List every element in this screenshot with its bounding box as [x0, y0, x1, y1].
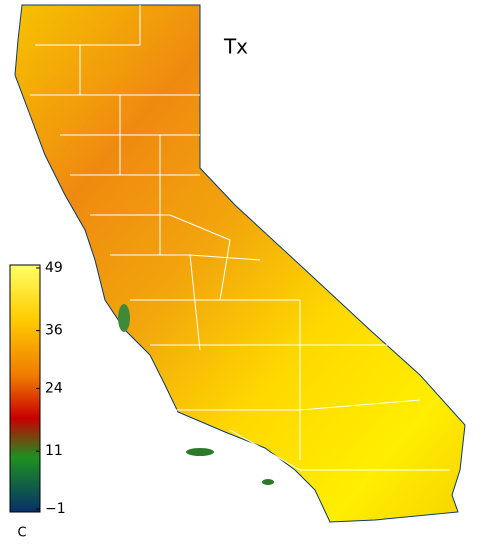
county-lines	[30, 5, 450, 471]
california-map	[14, 4, 466, 523]
island	[186, 448, 214, 456]
state-shape	[14, 4, 466, 523]
colorbar-tick-label: 11	[45, 443, 63, 459]
island	[262, 479, 274, 485]
colorbar-tick-label: 36	[45, 323, 63, 339]
map-title: Tx	[223, 35, 248, 59]
colorbar	[9, 264, 41, 513]
colorbar-unit: C	[17, 526, 26, 541]
colorbar-tick-label: 24	[45, 381, 63, 397]
colorbar-tick-label: −1	[45, 501, 66, 517]
colorbar-tick-label: 49	[45, 260, 63, 276]
island	[118, 304, 130, 332]
